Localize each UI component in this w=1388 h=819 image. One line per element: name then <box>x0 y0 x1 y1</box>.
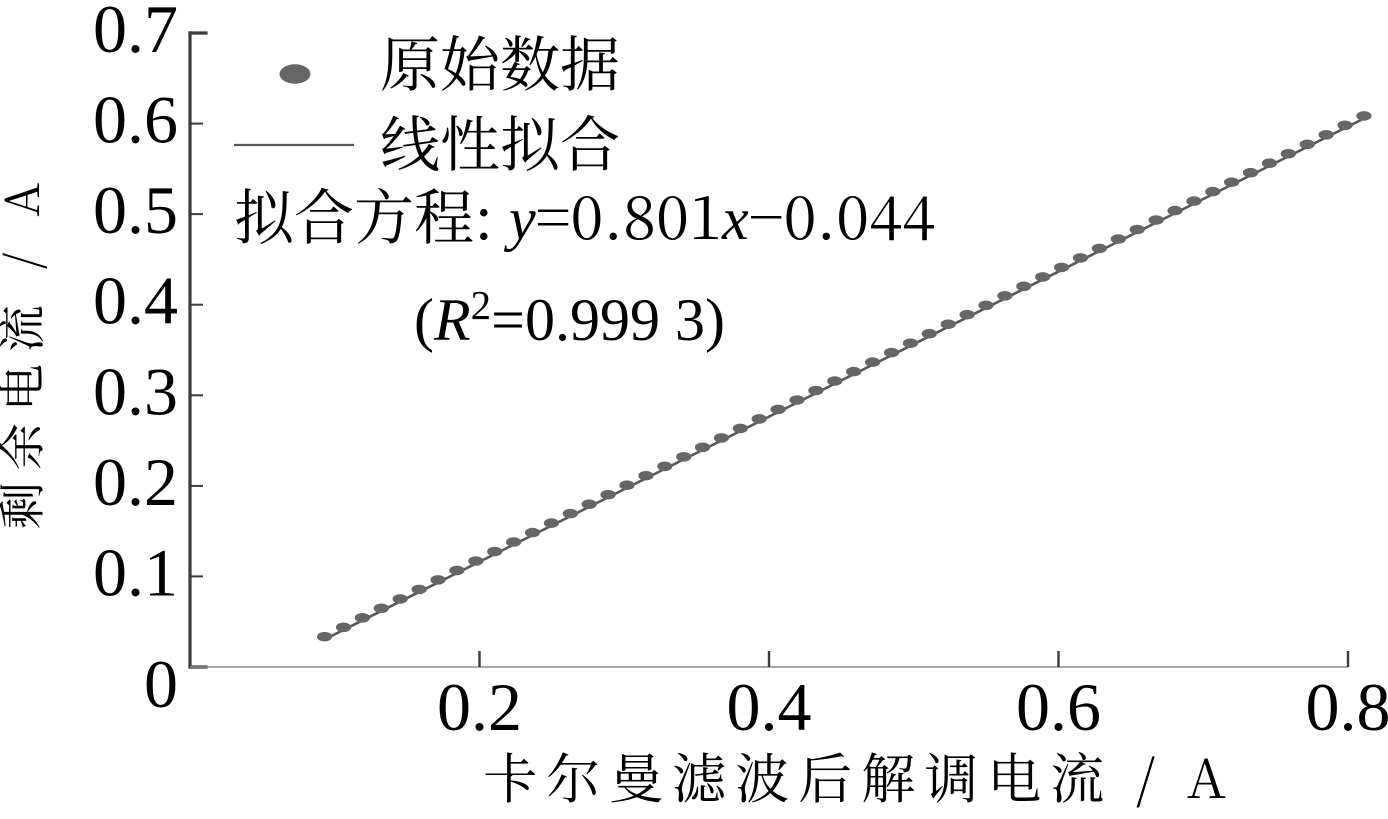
svg-text:卡尔曼滤波后解调电流 / A: 卡尔曼滤波后解调电流 / A <box>483 737 1234 814</box>
svg-text:拟合方程: y=0.801x−0.044: 拟合方程: y=0.801x−0.044 <box>234 171 935 257</box>
svg-text:0.4: 0.4 <box>727 669 812 745</box>
svg-text:0.2: 0.2 <box>437 669 522 745</box>
svg-text:0.6: 0.6 <box>93 82 178 158</box>
svg-text:剩余电流 / A: 剩余电流 / A <box>0 171 53 529</box>
svg-text:0.6: 0.6 <box>1016 669 1101 745</box>
svg-text:0.2: 0.2 <box>93 444 178 520</box>
svg-text:0.3: 0.3 <box>93 353 178 429</box>
svg-text:0.4: 0.4 <box>93 263 178 339</box>
svg-text:0.1: 0.1 <box>93 534 178 610</box>
svg-text:0.5: 0.5 <box>93 172 178 248</box>
svg-text:0.8: 0.8 <box>1306 669 1388 745</box>
svg-text:0.7: 0.7 <box>93 0 178 67</box>
svg-text:0: 0 <box>144 646 178 722</box>
svg-text:原始数据: 原始数据 <box>380 18 620 104</box>
svg-text:(R2=0.999 3): (R2=0.999 3) <box>414 282 725 353</box>
